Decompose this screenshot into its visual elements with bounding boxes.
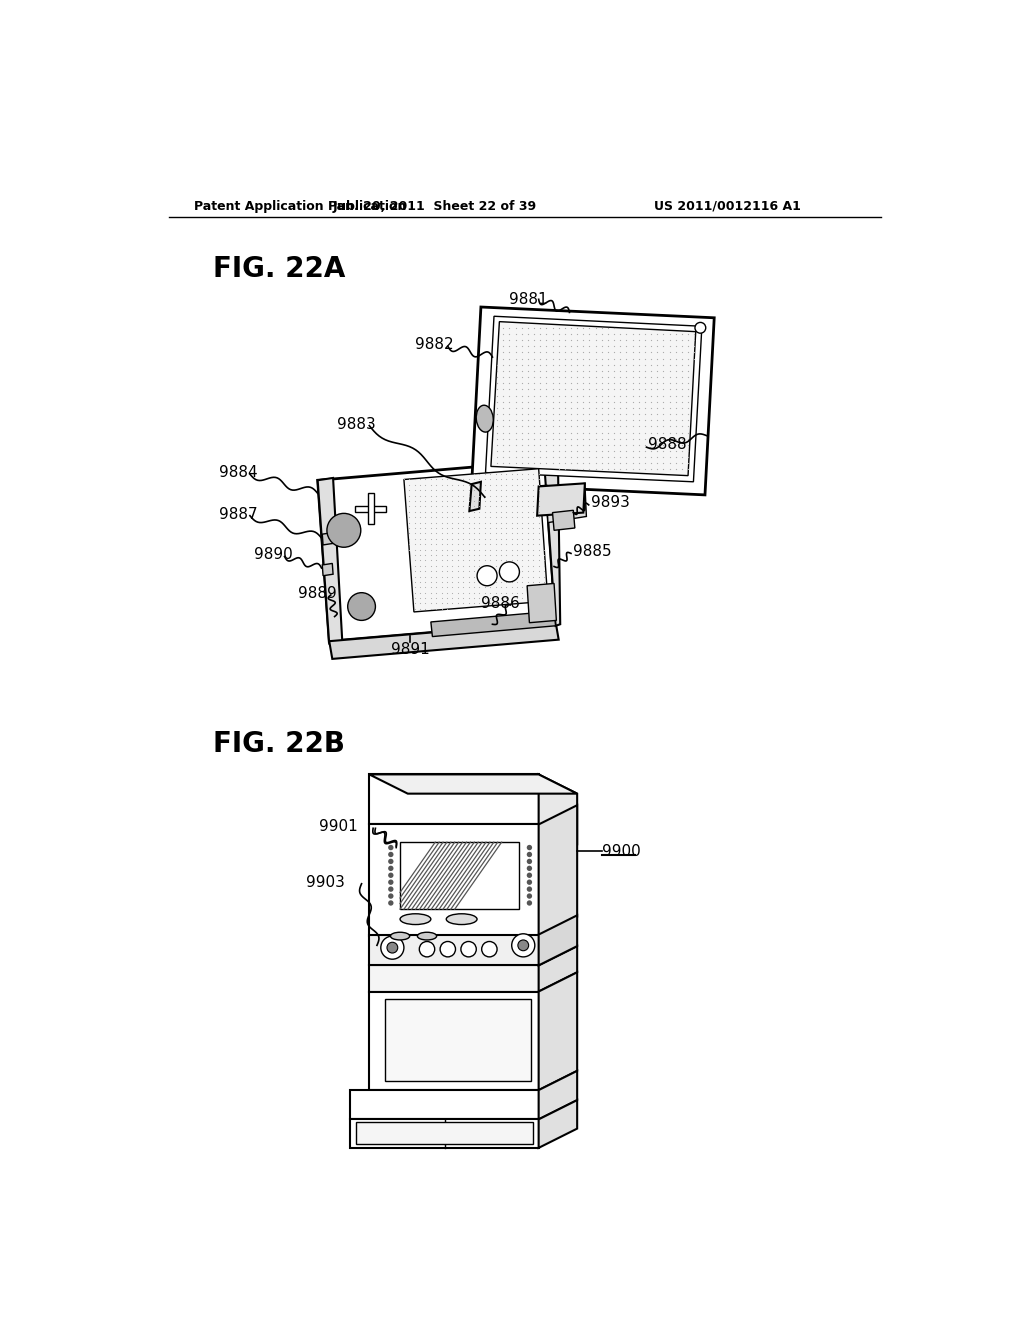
- Polygon shape: [355, 506, 386, 512]
- Circle shape: [388, 879, 393, 884]
- Circle shape: [481, 941, 497, 957]
- Polygon shape: [317, 478, 342, 644]
- Circle shape: [327, 513, 360, 548]
- Circle shape: [440, 941, 456, 957]
- Polygon shape: [370, 965, 539, 991]
- Circle shape: [526, 845, 532, 850]
- Text: 9886: 9886: [481, 595, 519, 611]
- Polygon shape: [553, 511, 574, 531]
- Text: 9900: 9900: [602, 843, 641, 859]
- Circle shape: [526, 887, 532, 892]
- Text: 9881: 9881: [509, 292, 548, 306]
- Ellipse shape: [446, 913, 477, 924]
- Polygon shape: [431, 611, 556, 636]
- Circle shape: [526, 859, 532, 865]
- Text: 9884: 9884: [219, 465, 258, 480]
- Text: 9883: 9883: [337, 417, 376, 432]
- Text: Patent Application Publication: Patent Application Publication: [194, 199, 407, 213]
- Polygon shape: [385, 999, 531, 1081]
- Polygon shape: [539, 973, 578, 1090]
- Polygon shape: [539, 946, 578, 991]
- Polygon shape: [330, 622, 559, 659]
- Text: US 2011/0012116 A1: US 2011/0012116 A1: [654, 199, 801, 213]
- Circle shape: [500, 562, 519, 582]
- Circle shape: [388, 845, 393, 850]
- Polygon shape: [356, 1122, 532, 1144]
- Polygon shape: [490, 322, 695, 475]
- Circle shape: [348, 593, 376, 620]
- Circle shape: [512, 933, 535, 957]
- Text: 9889: 9889: [298, 586, 337, 601]
- Text: Jan. 20, 2011  Sheet 22 of 39: Jan. 20, 2011 Sheet 22 of 39: [333, 199, 537, 213]
- Text: 9903: 9903: [306, 875, 345, 890]
- Text: 9891: 9891: [391, 642, 429, 657]
- Polygon shape: [539, 915, 578, 965]
- Text: 9893: 9893: [591, 495, 630, 510]
- Polygon shape: [527, 583, 556, 623]
- Text: 9901: 9901: [318, 820, 357, 834]
- Circle shape: [526, 851, 532, 857]
- Polygon shape: [370, 775, 539, 825]
- Circle shape: [526, 879, 532, 884]
- Polygon shape: [323, 533, 333, 545]
- Polygon shape: [317, 461, 556, 642]
- Circle shape: [526, 894, 532, 899]
- Circle shape: [526, 866, 532, 871]
- Circle shape: [461, 941, 476, 957]
- Polygon shape: [470, 486, 547, 520]
- Ellipse shape: [390, 932, 410, 940]
- Circle shape: [388, 887, 393, 892]
- Polygon shape: [539, 775, 578, 843]
- Text: 9887: 9887: [219, 507, 258, 521]
- Circle shape: [388, 894, 393, 899]
- Polygon shape: [538, 483, 585, 516]
- Circle shape: [526, 900, 532, 906]
- Circle shape: [387, 942, 397, 953]
- Polygon shape: [370, 775, 578, 793]
- Circle shape: [381, 936, 403, 960]
- Circle shape: [526, 873, 532, 878]
- Polygon shape: [368, 494, 374, 524]
- Text: FIG. 22A: FIG. 22A: [213, 255, 345, 282]
- Circle shape: [388, 859, 393, 865]
- Circle shape: [388, 900, 393, 906]
- Ellipse shape: [400, 913, 431, 924]
- Polygon shape: [350, 1090, 539, 1119]
- Circle shape: [695, 322, 706, 333]
- Circle shape: [518, 940, 528, 950]
- Ellipse shape: [418, 932, 436, 940]
- Polygon shape: [485, 317, 701, 482]
- Polygon shape: [472, 308, 714, 495]
- Circle shape: [388, 873, 393, 878]
- Polygon shape: [539, 1071, 578, 1119]
- Polygon shape: [469, 482, 481, 511]
- Circle shape: [477, 566, 497, 586]
- Circle shape: [388, 866, 393, 871]
- Polygon shape: [370, 825, 539, 936]
- Polygon shape: [350, 1119, 539, 1148]
- Polygon shape: [323, 564, 333, 576]
- Polygon shape: [539, 1100, 578, 1148]
- Text: 9885: 9885: [573, 544, 612, 558]
- Circle shape: [388, 851, 393, 857]
- Polygon shape: [544, 459, 560, 626]
- Polygon shape: [403, 469, 548, 612]
- Text: 9888: 9888: [648, 437, 687, 453]
- Circle shape: [419, 941, 435, 957]
- Text: 9890: 9890: [254, 548, 293, 562]
- Ellipse shape: [476, 405, 494, 432]
- Text: FIG. 22B: FIG. 22B: [213, 730, 345, 758]
- Polygon shape: [370, 935, 539, 965]
- Text: 9882: 9882: [416, 337, 454, 352]
- Polygon shape: [370, 991, 539, 1090]
- Polygon shape: [400, 842, 519, 909]
- Polygon shape: [539, 805, 578, 936]
- Polygon shape: [547, 483, 587, 523]
